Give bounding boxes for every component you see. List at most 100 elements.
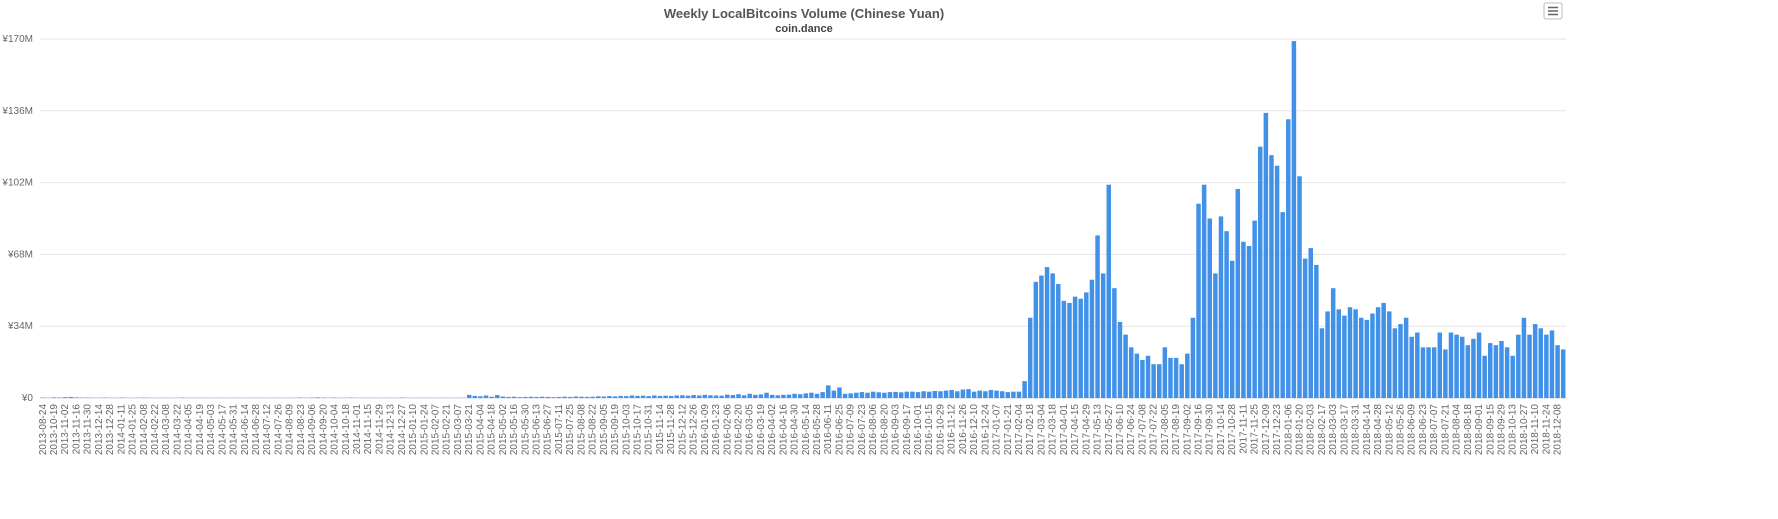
bar [640, 395, 646, 398]
x-tick-label: 2016-03-05 [745, 404, 756, 456]
bar [595, 396, 601, 398]
bar [1033, 281, 1039, 398]
x-tick-label: 2017-12-23 [1272, 404, 1283, 456]
bar [691, 395, 696, 398]
bar [831, 390, 837, 398]
bar [938, 391, 943, 398]
x-tick-label: 2016-03-19 [756, 404, 767, 456]
bar [1387, 311, 1392, 398]
bar [1476, 332, 1482, 398]
bar [1431, 347, 1437, 398]
x-tick-label: 2017-05-27 [1104, 404, 1115, 456]
bar [859, 392, 865, 398]
x-tick-label: 2015-06-13 [532, 404, 543, 456]
bar [1056, 283, 1061, 398]
bar [315, 397, 320, 398]
bar [590, 396, 595, 398]
bar [506, 396, 511, 398]
bar [1072, 296, 1078, 398]
bar [988, 389, 994, 398]
bar [764, 392, 769, 398]
x-tick-label: 2015-04-04 [475, 404, 486, 456]
bar [500, 396, 506, 398]
bar [1067, 302, 1072, 398]
x-tick-label: 2016-12-24 [980, 404, 991, 456]
bar [1358, 317, 1364, 398]
bar [539, 396, 545, 398]
bar [983, 391, 988, 398]
bar [1364, 319, 1370, 398]
x-tick-label: 2014-06-28 [251, 404, 262, 456]
x-tick-label: 2018-03-31 [1351, 404, 1362, 456]
x-tick-label: 2016-06-11 [823, 404, 834, 455]
x-tick-label: 2014-08-23 [296, 404, 307, 456]
bar [528, 396, 534, 398]
x-tick-label: 2018-05-26 [1395, 404, 1406, 456]
bar [629, 395, 635, 398]
bar [1016, 391, 1022, 398]
x-tick-label: 2016-05-28 [812, 404, 823, 456]
x-tick-label: 2017-04-29 [1081, 404, 1092, 456]
bar [1257, 146, 1263, 398]
bar [730, 395, 736, 398]
bar [1504, 347, 1510, 398]
x-tick-label: 2015-06-27 [543, 404, 554, 456]
bar [719, 395, 724, 398]
bar [624, 396, 629, 398]
bar [915, 392, 921, 398]
x-tick-label: 2018-09-15 [1485, 404, 1496, 456]
bar [708, 395, 713, 398]
bar [1286, 119, 1291, 398]
bar [1173, 357, 1179, 398]
x-tick-label: 2016-09-03 [891, 404, 902, 456]
x-tick-label: 2018-05-12 [1384, 404, 1395, 456]
x-tick-label: 2017-06-24 [1126, 404, 1137, 456]
bar [893, 391, 898, 398]
bar [1269, 155, 1274, 398]
x-tick-label: 2017-01-07 [992, 404, 1003, 456]
x-tick-label: 2018-11-24 [1541, 404, 1552, 455]
bar [1078, 298, 1083, 398]
bar [562, 396, 567, 398]
bar [1252, 220, 1257, 398]
bar [1549, 330, 1555, 398]
x-tick-label: 2018-06-09 [1407, 404, 1418, 456]
x-tick-label: 2017-09-30 [1205, 404, 1216, 456]
bar [1336, 309, 1342, 398]
x-tick-label: 2014-09-20 [318, 404, 329, 456]
x-tick-label: 2016-06-25 [834, 404, 845, 456]
bar [926, 391, 932, 398]
bar [1454, 334, 1459, 398]
x-tick-label: 2015-01-10 [408, 404, 419, 456]
x-tick-label: 2017-04-15 [1070, 404, 1081, 456]
x-tick-label: 2016-01-09 [700, 404, 711, 456]
x-tick-label: 2014-11-01 [352, 404, 363, 455]
bar [1426, 347, 1431, 398]
x-tick-label: 2014-05-17 [217, 404, 228, 456]
y-tick-label: ¥102M [1, 178, 33, 189]
x-tick-label: 2017-09-02 [1182, 404, 1193, 456]
bar [618, 395, 623, 398]
bar [741, 395, 747, 398]
bar [1314, 264, 1319, 398]
x-tick-label: 2018-01-20 [1295, 404, 1306, 456]
bar [1465, 345, 1471, 398]
menu-button[interactable] [1543, 2, 1563, 20]
bar [1241, 241, 1246, 398]
x-tick-label: 2017-03-18 [1048, 404, 1059, 456]
bar [1347, 307, 1353, 398]
bar [1089, 279, 1095, 398]
x-tick-label: 2013-11-16 [71, 404, 82, 455]
x-tick-label: 2018-03-03 [1328, 404, 1339, 456]
bar [1039, 275, 1044, 398]
x-tick-label: 2015-08-08 [576, 404, 587, 456]
bar [971, 391, 977, 398]
x-tick-label: 2017-04-01 [1059, 404, 1070, 456]
bar [478, 396, 483, 398]
x-tick-label: 2014-03-22 [172, 404, 183, 456]
bar [1392, 328, 1398, 398]
x-tick-label: 2017-11-11 [1238, 404, 1249, 454]
x-tick-label: 2017-10-28 [1227, 404, 1238, 456]
